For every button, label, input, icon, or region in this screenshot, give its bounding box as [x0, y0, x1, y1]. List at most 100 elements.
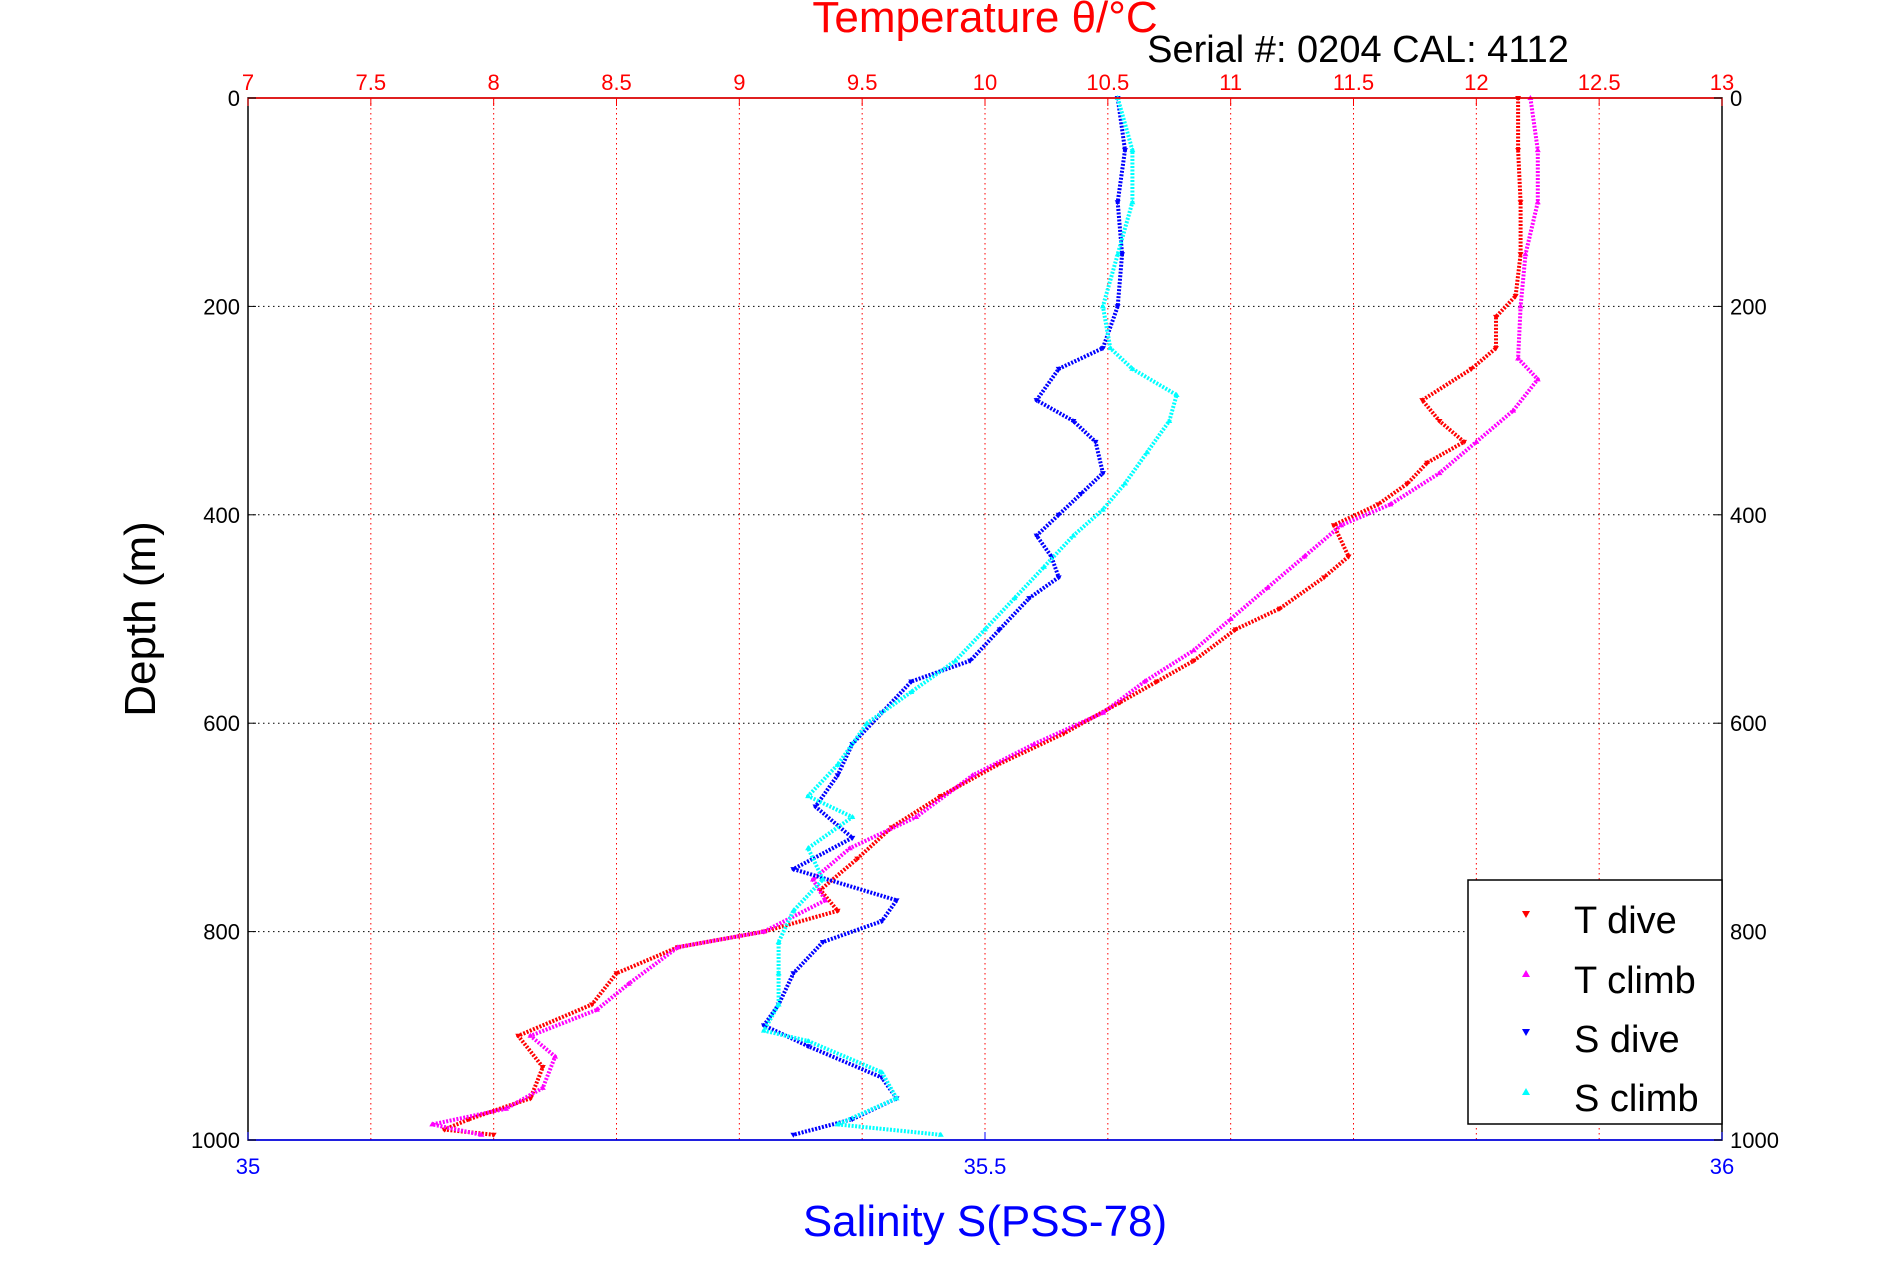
depth-tick-label-left: 400	[203, 503, 240, 528]
data-point	[1534, 199, 1541, 205]
data-point	[805, 1044, 812, 1050]
data-point	[441, 1127, 448, 1133]
data-point	[908, 688, 915, 694]
data-point	[812, 804, 819, 810]
data-point	[1345, 554, 1352, 560]
data-point	[1515, 148, 1522, 154]
salinity-axis-title: Salinity S(PSS-78)	[803, 1197, 1167, 1246]
data-point	[1099, 303, 1106, 309]
temperature-tick-label: 11.5	[1333, 70, 1374, 95]
data-point	[775, 1001, 782, 1007]
data-point	[1099, 471, 1106, 477]
data-point	[1190, 658, 1197, 664]
data-point	[790, 1132, 797, 1138]
legend-box	[1467, 879, 1723, 1125]
data-point	[908, 679, 915, 685]
data-point	[1301, 553, 1308, 559]
data-point	[1419, 398, 1426, 404]
data-point	[952, 657, 959, 663]
series-s-climb	[760, 95, 1180, 1137]
data-point	[878, 919, 885, 925]
temperature-tick-label: 12	[1464, 70, 1488, 95]
data-point	[1011, 595, 1018, 601]
data-point	[1338, 522, 1345, 528]
data-point	[1055, 512, 1062, 518]
data-point	[1144, 449, 1151, 455]
data-point	[1119, 252, 1126, 258]
data-point	[1153, 679, 1160, 685]
depth-tick-label-left: 1000	[191, 1128, 240, 1153]
data-point	[588, 1002, 595, 1008]
temperature-tick-label: 8.5	[601, 70, 632, 95]
temperature-tick-label: 7	[242, 70, 254, 95]
data-point	[1092, 439, 1099, 445]
data-point	[819, 940, 826, 946]
data-point	[1060, 731, 1067, 737]
data-point	[1031, 741, 1038, 747]
data-point	[790, 867, 797, 873]
data-point	[527, 1032, 534, 1038]
data-point	[1227, 616, 1234, 621]
depth-axis-title: Depth (m)	[116, 521, 165, 717]
data-point	[864, 720, 871, 726]
data-point	[1492, 314, 1499, 320]
legend-label-s-climb: S climb	[1574, 1078, 1699, 1120]
data-point	[1129, 365, 1136, 371]
data-point	[539, 1084, 546, 1090]
data-point	[1517, 200, 1524, 206]
data-point	[1033, 398, 1040, 404]
data-point	[1517, 303, 1524, 309]
data-point	[593, 1006, 600, 1012]
data-point	[527, 1096, 534, 1102]
data-point	[1321, 575, 1328, 581]
data-point	[1141, 678, 1148, 684]
data-point	[1510, 407, 1517, 413]
temperature-axis-title: Temperature θ/°C	[812, 0, 1157, 42]
depth-tick-label-right: 800	[1730, 920, 1767, 945]
data-point	[1468, 366, 1475, 372]
data-point	[893, 1095, 900, 1101]
data-point	[1129, 199, 1136, 205]
data-point	[674, 944, 681, 950]
legend-label-s-dive: S dive	[1574, 1019, 1680, 1061]
depth-tick-label-right: 200	[1730, 294, 1767, 319]
data-point	[1026, 596, 1033, 602]
data-point	[760, 928, 767, 934]
data-point	[834, 773, 841, 779]
data-point	[1055, 575, 1062, 581]
data-series-layer	[429, 95, 1541, 1138]
data-point	[1190, 647, 1197, 653]
data-point	[1522, 251, 1529, 257]
salinity-tick-label: 35.5	[964, 1154, 1007, 1179]
data-point	[1107, 345, 1114, 351]
data-point	[937, 1131, 944, 1137]
data-point	[790, 907, 797, 913]
data-point	[805, 793, 812, 799]
data-point	[1387, 501, 1394, 507]
data-point	[1534, 376, 1541, 382]
temperature-tick-label: 7.5	[356, 70, 387, 95]
temperature-tick-label: 9	[733, 70, 745, 95]
data-point	[810, 876, 817, 882]
data-point	[982, 626, 988, 632]
data-point	[849, 813, 856, 819]
depth-tick-label-left: 0	[228, 86, 240, 111]
data-point	[1114, 304, 1121, 310]
data-point	[515, 1033, 522, 1039]
data-point	[1055, 366, 1062, 372]
depth-tick-label-left: 200	[203, 294, 240, 319]
data-point	[1070, 532, 1077, 538]
legend: T dive T climb S dive S climb	[1467, 879, 1723, 1125]
data-point	[1404, 481, 1411, 487]
legend-item-t-climb: T climb	[1522, 960, 1696, 1002]
data-point	[834, 908, 841, 914]
data-point	[478, 1131, 485, 1137]
data-point	[775, 939, 782, 945]
data-point	[1276, 606, 1283, 612]
serial-cal-subtitle: Serial #: 0204 CAL: 4112	[1147, 29, 1569, 71]
data-point	[1129, 147, 1136, 153]
legend-marker-t-climb	[1522, 970, 1530, 977]
depth-tick-label-right: 400	[1730, 503, 1767, 528]
salinity-tick-label: 35	[236, 1154, 260, 1179]
data-point	[625, 980, 632, 986]
